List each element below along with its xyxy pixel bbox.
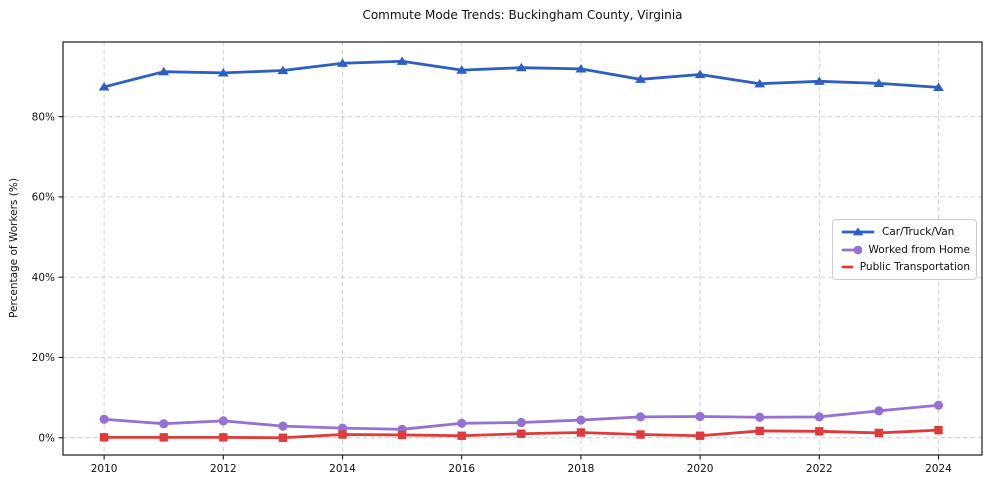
legend-swatch-square-icon (841, 265, 853, 269)
marker-square (636, 430, 645, 439)
marker-circle (576, 415, 586, 425)
marker-triangle (158, 66, 170, 76)
legend-label: Public Transportation (859, 261, 970, 274)
legend-item: Car/Truck/Van (841, 223, 970, 241)
marker-circle (218, 416, 228, 426)
marker-triangle (873, 78, 885, 87)
y-tick-label: 80% (32, 111, 55, 123)
x-tick-label: 2020 (687, 463, 714, 475)
marker-square (159, 433, 168, 442)
marker-circle (457, 418, 467, 428)
legend-item: Public Transportation (841, 258, 970, 276)
marker-square (755, 426, 764, 436)
marker-circle (933, 400, 944, 410)
marker-circle (635, 412, 646, 422)
marker-square (695, 431, 705, 440)
legend-label: Car/Truck/Van (882, 225, 955, 238)
chart-title: Commute Mode Trends: Buckingham County, … (362, 8, 683, 22)
marker-square (99, 433, 109, 442)
y-tick-label: 20% (32, 352, 55, 364)
marker-square (576, 428, 586, 437)
x-tick-label: 2024 (925, 463, 952, 475)
marker-triangle (754, 78, 766, 88)
marker-circle (755, 412, 765, 422)
marker-triangle (396, 56, 408, 65)
marker-triangle (813, 76, 825, 85)
marker-circle (159, 419, 169, 429)
x-tick-label: 2016 (448, 463, 475, 475)
y-tick-label: 0% (38, 432, 55, 444)
marker-square (219, 433, 228, 442)
marker-triangle (635, 74, 646, 83)
legend: Car/Truck/Van Worked from Home Public Tran… (832, 219, 977, 280)
marker-square (278, 433, 288, 442)
marker-circle (99, 414, 109, 424)
marker-triangle (515, 62, 527, 72)
marker-square (457, 431, 466, 440)
marker-square (874, 428, 884, 438)
x-tick-label: 2010 (91, 463, 118, 475)
marker-circle (695, 411, 705, 422)
marker-square (397, 430, 407, 440)
x-tick-label: 2012 (210, 463, 237, 475)
marker-triangle (694, 69, 706, 79)
marker-circle (516, 417, 526, 428)
legend-item: Worked from Home (841, 241, 970, 259)
marker-circle (278, 421, 288, 431)
y-tick-label: 60% (32, 192, 55, 204)
x-tick-label: 2022 (806, 463, 833, 475)
marker-circle (814, 412, 824, 422)
y-tick-label: 40% (32, 272, 55, 284)
marker-triangle (98, 82, 110, 91)
marker-square (934, 425, 943, 435)
marker-triangle (217, 68, 229, 77)
marker-triangle (933, 82, 944, 91)
marker-triangle (575, 64, 587, 73)
marker-triangle (456, 65, 468, 74)
x-tick-label: 2014 (329, 463, 356, 475)
marker-triangle (337, 58, 348, 67)
plot-border (62, 41, 983, 456)
x-tick-label: 2018 (568, 463, 595, 475)
marker-square (338, 430, 347, 439)
legend-swatch-triangle-icon (841, 227, 875, 236)
marker-square (517, 429, 526, 438)
legend-swatch-circle-icon (841, 245, 862, 254)
marker-square (815, 427, 824, 436)
legend-label: Worked from Home (868, 243, 970, 256)
marker-circle (874, 406, 884, 416)
marker-triangle (277, 65, 289, 75)
